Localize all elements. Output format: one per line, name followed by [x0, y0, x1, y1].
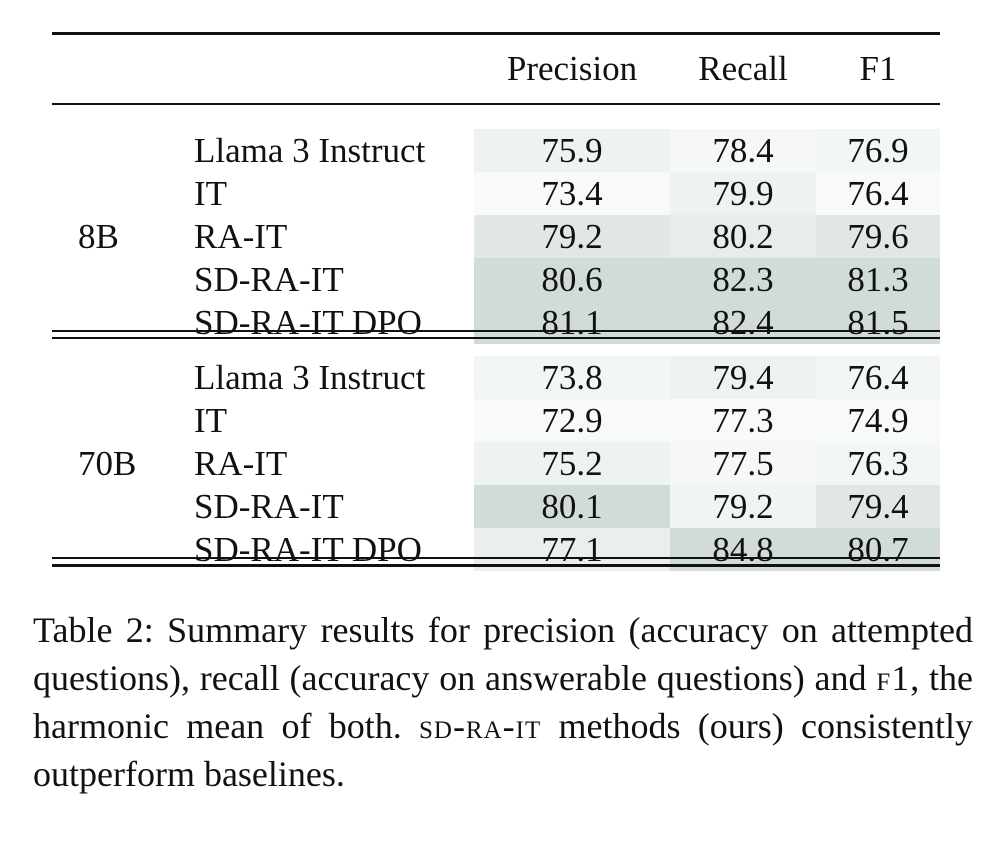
caption-prefix: Table 2: Summary results for precision (… [33, 610, 973, 698]
value-cell: 82.4 [670, 301, 816, 344]
value-cell: 72.9 [474, 399, 670, 442]
caption-method-term: sd-ra-it [418, 706, 542, 746]
value-cell: 82.3 [670, 258, 816, 301]
column-header-precision: Precision [506, 49, 638, 88]
group-separator-rule-top [52, 330, 940, 332]
value-cell: 80.6 [474, 258, 670, 301]
value-cell: 77.5 [670, 442, 816, 485]
value-cell: 76.4 [816, 172, 940, 215]
value-cell: 78.4 [670, 129, 816, 172]
group-label: 8B [78, 217, 119, 256]
value-cell: 76.4 [816, 356, 940, 399]
value-cell: 80.1 [474, 485, 670, 528]
value-cell: 79.6 [816, 215, 940, 258]
method-name-cell: RA-IT [194, 217, 288, 256]
value-cell: 76.3 [816, 442, 940, 485]
header-rule [52, 103, 940, 105]
group-label: 70B [78, 444, 137, 483]
value-cell: 73.4 [474, 172, 670, 215]
value-cell: 79.4 [670, 356, 816, 399]
column-header-recall: Recall [698, 49, 788, 88]
value-cell: 79.2 [670, 485, 816, 528]
value-cell: 74.9 [816, 399, 940, 442]
method-name-cell: SD-RA-IT DPO [194, 303, 422, 342]
caption-suffix: methods (ours) consistently outperform b… [33, 706, 974, 794]
value-cell: 79.9 [670, 172, 816, 215]
value-cell: 73.8 [474, 356, 670, 399]
method-name-cell: SD-RA-IT [194, 487, 344, 526]
value-cell: 79.2 [474, 215, 670, 258]
value-cell: 81.5 [816, 301, 940, 344]
value-cell: 76.9 [816, 129, 940, 172]
method-name-cell: RA-IT [194, 444, 288, 483]
value-cell: 84.8 [670, 528, 816, 571]
top-rule [52, 32, 940, 35]
value-cell: 81.1 [474, 301, 670, 344]
method-name-cell: IT [194, 401, 228, 440]
caption-f1-term: f1 [876, 658, 911, 698]
value-cell: 77.3 [670, 399, 816, 442]
method-name-cell: IT [194, 174, 228, 213]
caption-middle: , the harmonic mean of both. [33, 658, 974, 746]
bottom-rule-top [52, 557, 940, 559]
value-cell: 79.4 [816, 485, 940, 528]
value-cell: 77.1 [474, 528, 670, 571]
value-cell: 75.2 [474, 442, 670, 485]
bottom-rule-bottom [52, 564, 940, 567]
method-name-cell: SD-RA-IT DPO [194, 530, 422, 569]
group-separator-rule-bottom [52, 337, 940, 339]
value-cell: 80.7 [816, 528, 940, 571]
value-cell: 75.9 [474, 129, 670, 172]
table-caption: Table 2: Summary results for precision (… [33, 606, 973, 798]
value-cell: 81.3 [816, 258, 940, 301]
value-cell: 80.2 [670, 215, 816, 258]
method-name-cell: SD-RA-IT [194, 260, 344, 299]
method-name-cell: Llama 3 Instruct [194, 358, 426, 397]
method-name-cell: Llama 3 Instruct [194, 131, 426, 170]
column-header-f1: F1 [859, 49, 897, 88]
